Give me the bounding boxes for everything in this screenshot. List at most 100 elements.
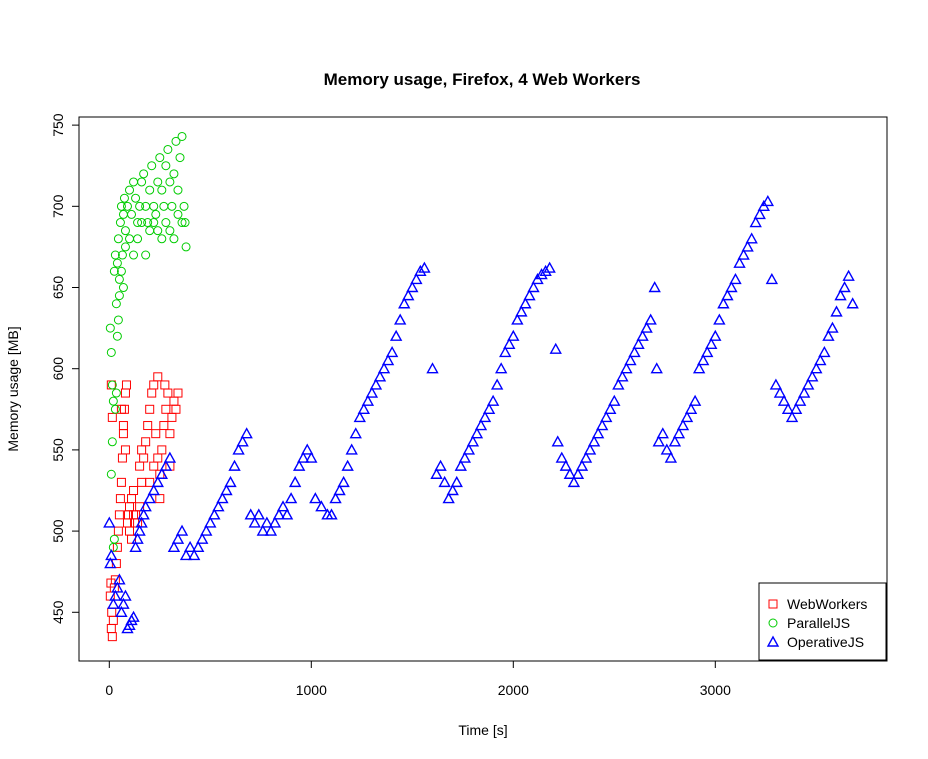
data-point: [369, 378, 383, 390]
data-point: [118, 209, 128, 219]
data-point: [268, 516, 282, 528]
data-point: [151, 475, 164, 488]
data-point: [109, 266, 119, 276]
data-point: [527, 281, 540, 293]
data-point: [104, 557, 117, 569]
data-point: [107, 437, 117, 447]
data-point: [107, 597, 120, 609]
x-axis-label: Time [s]: [458, 722, 507, 738]
data-point: [112, 258, 122, 268]
data-point: [161, 218, 171, 228]
data-point: [454, 459, 467, 471]
data-point: [173, 388, 183, 398]
data-point: [113, 526, 123, 536]
data-point: [535, 268, 548, 280]
data-point: [119, 404, 129, 414]
data-point: [741, 240, 754, 252]
data-point: [107, 412, 117, 422]
data-point: [745, 232, 758, 244]
data-point: [650, 362, 663, 374]
data-point: [713, 313, 726, 325]
data-point: [159, 459, 173, 471]
data-point: [797, 386, 811, 398]
data-point: [125, 234, 134, 244]
data-point: [426, 362, 439, 374]
data-point: [305, 451, 318, 463]
data-point: [110, 250, 120, 260]
data-point: [179, 549, 193, 561]
data-point: [109, 589, 122, 601]
data-point: [107, 380, 117, 390]
data-point: [604, 402, 617, 414]
data-point: [785, 410, 799, 423]
data-point: [721, 289, 734, 301]
data-point: [171, 404, 181, 414]
data-point: [252, 508, 265, 520]
data-point: [406, 281, 419, 293]
data-point: [127, 610, 140, 622]
data-point: [116, 404, 126, 414]
data-point: [458, 451, 472, 463]
data-point: [325, 508, 338, 520]
data-point: [145, 404, 155, 414]
data-point: [169, 234, 179, 244]
data-point: [141, 201, 151, 211]
data-point: [173, 185, 183, 195]
data-point: [499, 346, 512, 358]
data-point: [181, 242, 191, 252]
data-point: [118, 283, 128, 293]
data-point: [389, 329, 403, 341]
data-point: [187, 549, 201, 561]
data-point: [555, 451, 568, 463]
data-point: [705, 337, 718, 350]
data-point: [228, 459, 241, 471]
data-point: [834, 289, 847, 301]
data-point: [507, 329, 520, 341]
data-point: [107, 632, 117, 642]
legend-label: WebWorkers: [787, 596, 867, 612]
data-point: [280, 508, 294, 520]
data-point: [145, 226, 155, 236]
data-point: [551, 435, 564, 447]
data-point: [175, 524, 189, 536]
data-point: [161, 404, 171, 414]
data-point: [111, 581, 124, 593]
data-point: [121, 380, 131, 390]
data-point: [220, 484, 233, 496]
data-point: [543, 261, 556, 273]
data-point: [284, 492, 298, 504]
data-point: [769, 378, 783, 390]
data-point: [640, 321, 653, 333]
data-point: [147, 484, 160, 496]
data-point: [466, 435, 480, 447]
data-point: [120, 445, 130, 455]
data-point: [129, 177, 139, 187]
data-point: [129, 485, 139, 495]
data-point: [515, 305, 528, 317]
data-point: [579, 451, 593, 463]
data-point: [113, 573, 126, 585]
data-point: [153, 177, 163, 187]
data-point: [232, 443, 245, 455]
data-point: [761, 195, 775, 207]
data-point: [345, 443, 358, 455]
data-point: [636, 329, 649, 341]
data-point: [114, 510, 124, 520]
data-point: [139, 169, 149, 179]
data-point: [167, 412, 177, 422]
data-point: [648, 281, 661, 293]
data-point: [169, 169, 179, 179]
data-point: [793, 394, 807, 406]
data-point: [559, 459, 573, 471]
data-point: [490, 378, 504, 390]
data-point: [482, 402, 496, 414]
legend-label: ParallelJS: [787, 615, 850, 631]
plot-frame: [78, 116, 888, 662]
x-tick-label: 1000: [296, 682, 327, 698]
data-point: [652, 435, 665, 447]
data-point: [474, 419, 488, 431]
data-point: [519, 297, 532, 309]
y-tick-label: 650: [50, 276, 66, 300]
data-point: [163, 144, 173, 154]
